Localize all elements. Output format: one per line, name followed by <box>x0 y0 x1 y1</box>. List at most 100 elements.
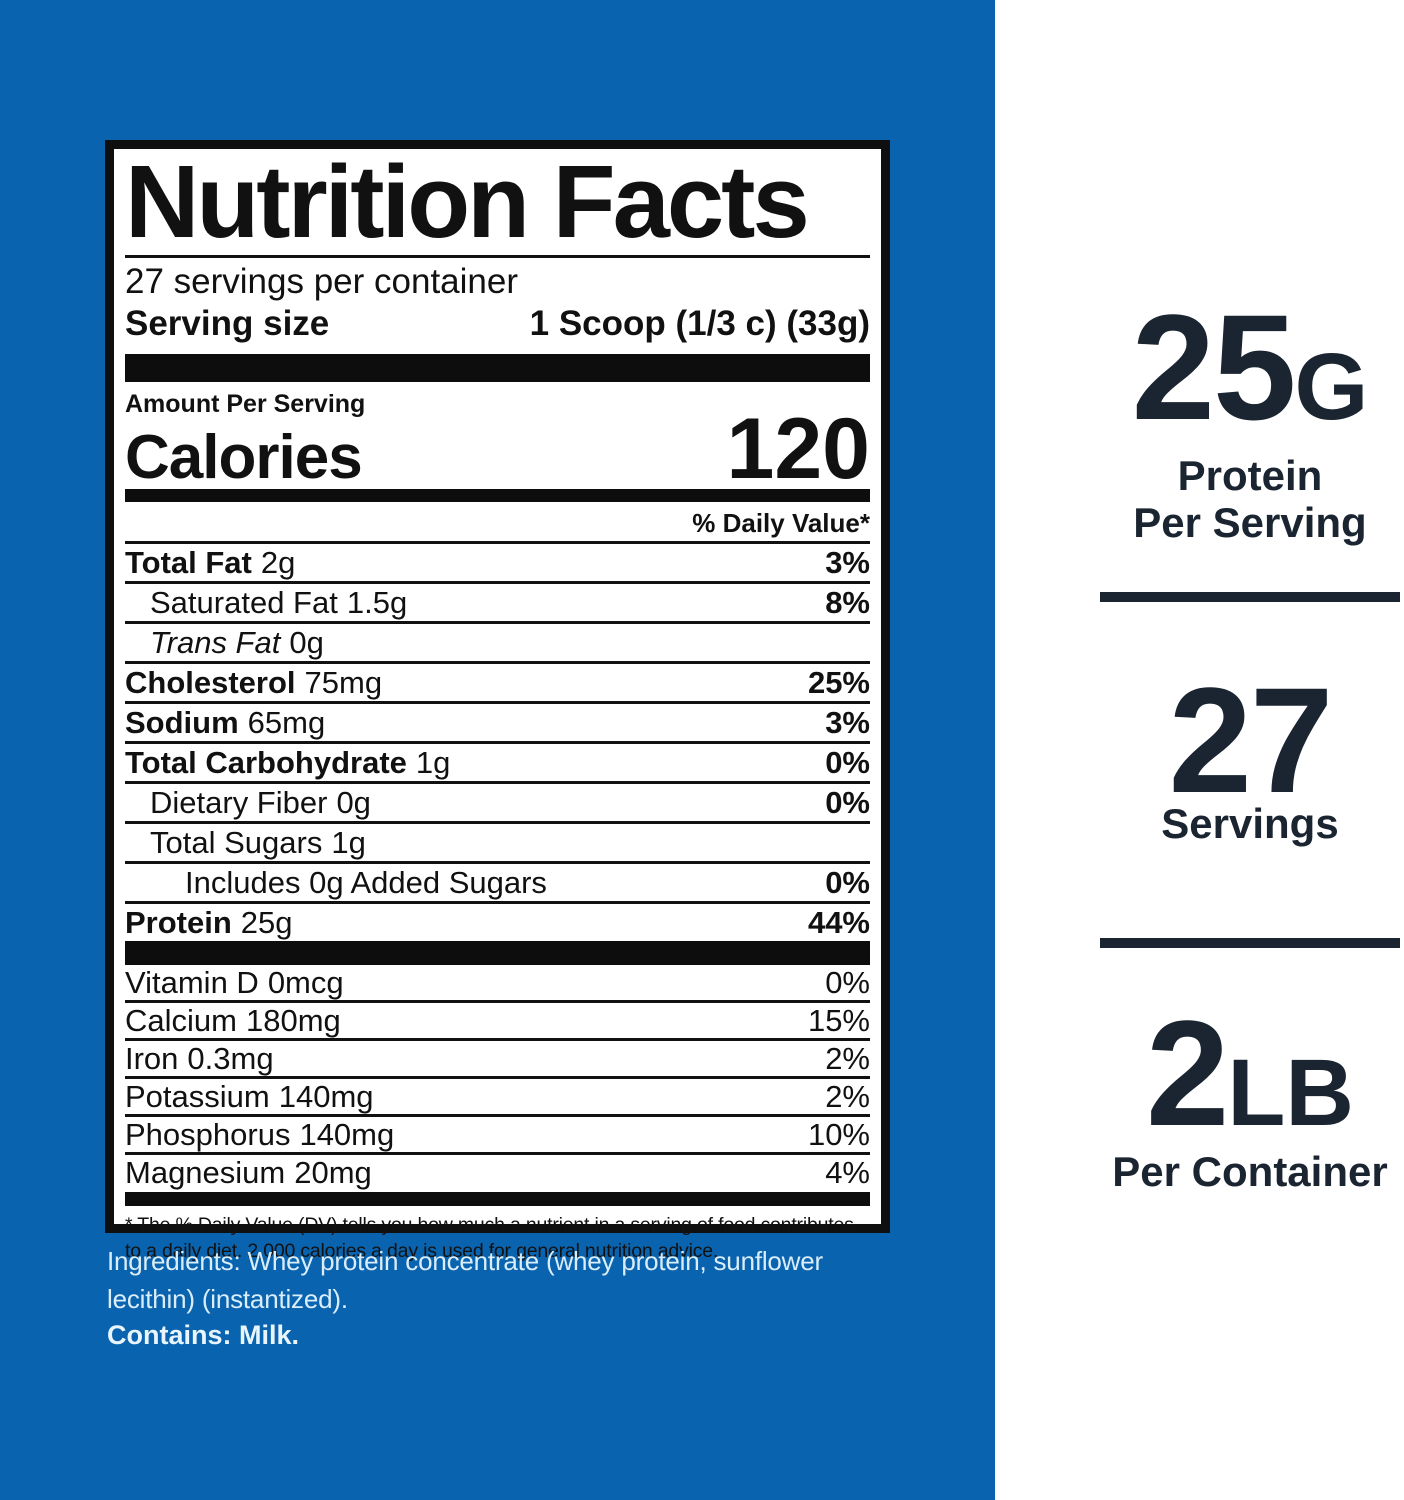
allergen-contains-text: Contains: Milk. <box>107 1320 300 1350</box>
nutrient-row: Protein 25g 44% <box>125 904 870 941</box>
thick-section-bar-2 <box>125 941 870 965</box>
protein-stat-caption: Protein Per Serving <box>1100 452 1400 546</box>
servings-caption-line1: Servings <box>1161 800 1339 847</box>
nutrient-daily-value: 8% <box>825 585 870 620</box>
thin-section-bar <box>125 1192 870 1206</box>
nutrient-name: Potassium <box>125 1079 270 1114</box>
serving-size-value: 1 Scoop (1/3 c) (33g) <box>529 304 870 343</box>
nutrient-daily-value: 44% <box>807 905 870 940</box>
serving-size-label: Serving size <box>125 304 330 343</box>
nutrient-name: Magnesium <box>125 1155 286 1190</box>
container-caption-line1: Per Container <box>1112 1148 1388 1195</box>
nutrient-name-amount: Cholesterol 75mg <box>125 667 382 699</box>
nutrient-row: Includes 0g Added Sugars 0% <box>125 864 870 904</box>
container-weight-stat: 2 LB <box>1100 998 1400 1148</box>
protein-amount-value: 25 <box>1131 283 1297 451</box>
protein-caption-line2: Per Serving <box>1133 499 1367 546</box>
nutrient-row: Phosphorus 140mg 10% <box>125 1117 870 1155</box>
nutrient-amount: 20mg <box>294 1155 372 1190</box>
nutrient-daily-value: 0% <box>825 745 870 780</box>
nutrient-daily-value: 10% <box>807 1117 870 1152</box>
nutrient-amount: 140mg <box>299 1117 395 1152</box>
nutrient-daily-value: 3% <box>825 705 870 740</box>
nutrient-daily-value: 2% <box>825 1079 870 1114</box>
nutrient-name: Sodium <box>125 705 239 740</box>
nutrient-name-amount: Protein 25g <box>125 907 293 939</box>
protein-caption-line1: Protein <box>1177 452 1323 499</box>
nutrient-daily-value: 15% <box>807 1003 870 1038</box>
nutrient-rows: Total Fat 2g 3% Saturated Fat 1.5g 8% Trans Fa… <box>125 544 870 941</box>
nutrient-name: Iron <box>125 1041 179 1076</box>
nutrient-amount: 180mg <box>245 1003 341 1038</box>
nutrient-row: Sodium 65mg 3% <box>125 704 870 744</box>
nutrition-facts-title: Nutrition Facts <box>125 144 810 259</box>
nutrient-name-amount: Magnesium 20mg <box>125 1157 372 1189</box>
nutrient-name: Total Sugars <box>150 825 323 860</box>
nutrient-name-amount: Iron 0.3mg <box>125 1043 274 1075</box>
nutrient-row: Saturated Fat 1.5g 8% <box>125 584 870 624</box>
nutrient-name: Vitamin D <box>125 965 259 1000</box>
container-stat-caption: Per Container <box>1100 1148 1400 1195</box>
blue-background-panel: Nutrition Facts 27 servings per containe… <box>0 0 995 1500</box>
nutrient-name-amount: Vitamin D 0mcg <box>125 967 344 999</box>
nutrient-row: Magnesium 20mg 4% <box>125 1155 870 1190</box>
calories-row: Calories 120 <box>125 406 870 492</box>
nutrient-daily-value: 0% <box>825 865 870 900</box>
ingredients-text: Ingredients: Whey protein concentrate (w… <box>107 1246 823 1314</box>
medium-section-bar <box>125 489 870 502</box>
nutrient-row: Potassium 140mg 2% <box>125 1079 870 1117</box>
nutrient-name: Calcium <box>125 1003 237 1038</box>
servings-count-stat: 27 <box>1100 665 1400 815</box>
nutrient-amount: 140mg <box>278 1079 374 1114</box>
nutrient-name-amount: Saturated Fat 1.5g <box>150 587 407 619</box>
nutrient-name-amount: Dietary Fiber 0g <box>150 787 371 819</box>
container-weight-value: 2 <box>1145 989 1229 1157</box>
nutrient-name-amount: Total Carbohydrate 1g <box>125 747 450 779</box>
nutrient-name: Cholesterol <box>125 665 296 700</box>
nutrient-name: Dietary Fiber <box>150 785 328 820</box>
nutrient-name-amount: Potassium 140mg <box>125 1081 374 1113</box>
nutrient-name-amount: Trans Fat 0g <box>150 627 324 659</box>
nutrient-name: Trans Fat <box>150 625 281 660</box>
nutrient-name: Phosphorus <box>125 1117 291 1152</box>
nutrient-row: Total Fat 2g 3% <box>125 544 870 584</box>
nutrient-row: Vitamin D 0mcg 0% <box>125 965 870 1003</box>
micronutrient-rows: Vitamin D 0mcg 0% Calcium 180mg 15% Iron 0.3mg 2… <box>125 965 870 1190</box>
nutrient-row: Cholesterol 75mg 25% <box>125 664 870 704</box>
protein-amount-unit: G <box>1294 334 1369 440</box>
nutrient-name: Total Carbohydrate <box>125 745 407 780</box>
amount-per-serving-label: Amount Per Serving <box>125 390 366 418</box>
thick-section-bar <box>125 354 870 382</box>
nutrient-amount: 1.5g <box>346 585 408 620</box>
nutrient-row: Total Carbohydrate 1g 0% <box>125 744 870 784</box>
nutrient-name: Includes 0g Added Sugars <box>185 865 547 900</box>
nutrient-amount: 0mcg <box>267 965 344 1000</box>
servings-stat-caption: Servings <box>1100 800 1400 847</box>
nutrient-name-amount: Calcium 180mg <box>125 1005 341 1037</box>
nutrient-daily-value: 2% <box>825 1041 870 1076</box>
nutrient-daily-value: 0% <box>825 965 870 1000</box>
nutrient-row: Total Sugars 1g <box>125 824 870 864</box>
nutrient-amount: 0.3mg <box>187 1041 274 1076</box>
servings-per-container-text: 27 servings per container <box>125 262 518 301</box>
nutrient-row: Dietary Fiber 0g 0% <box>125 784 870 824</box>
nutrient-name-amount: Includes 0g Added Sugars <box>185 867 547 899</box>
nutrient-name: Saturated Fat <box>150 585 338 620</box>
nutrition-facts-label: Nutrition Facts 27 servings per containe… <box>105 140 890 1262</box>
nutrient-amount: 2g <box>260 545 296 580</box>
nutrient-amount: 25g <box>240 905 293 940</box>
nutrient-row: Iron 0.3mg 2% <box>125 1041 870 1079</box>
nutrient-row: Trans Fat 0g <box>125 624 870 664</box>
daily-value-footnote: * The % Daily Value (DV) tells you how m… <box>125 1214 854 1262</box>
nutrient-amount: 1g <box>331 825 366 860</box>
nutrient-amount: 75mg <box>304 665 383 700</box>
nutrient-amount: 0g <box>289 625 324 660</box>
serving-size-row: Serving size 1 Scoop (1/3 c) (33g) <box>125 302 870 346</box>
servings-count-value: 27 <box>1168 656 1334 824</box>
stat-divider-1 <box>1100 592 1400 602</box>
nutrient-amount: 1g <box>415 745 451 780</box>
nutrient-name-amount: Phosphorus 140mg <box>125 1119 394 1151</box>
protein-amount-stat: 25 G <box>1100 292 1400 442</box>
nutrient-daily-value: 4% <box>825 1155 870 1190</box>
